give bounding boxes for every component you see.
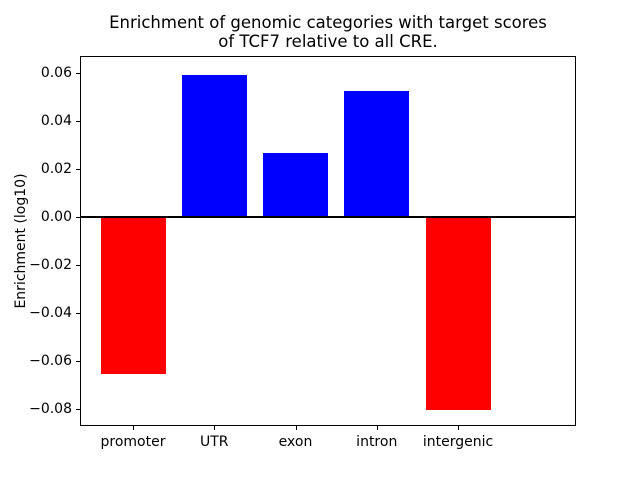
y-tick-mark	[76, 312, 80, 314]
y-tick-mark	[76, 73, 80, 75]
y-axis-label-text: Enrichment (log10)	[13, 173, 29, 309]
y-tick-label: −0.08	[29, 400, 72, 417]
x-tick-label-promoter: promoter	[100, 434, 166, 450]
bar-promoter	[100, 217, 166, 374]
x-tick-label-intergenic: intergenic	[422, 434, 494, 450]
y-tick-label: 0.04	[40, 113, 72, 130]
y-tick-mark	[76, 169, 80, 171]
y-tick-mark	[76, 217, 80, 218]
y-tick-label: −0.02	[29, 256, 72, 273]
chart-title-line1: Enrichment of genomic categories with ta…	[109, 13, 547, 32]
x-tick-label-exon: exon	[278, 434, 313, 450]
x-tick-mark	[133, 426, 134, 430]
x-tick-mark	[376, 426, 378, 430]
zero-line	[81, 216, 575, 218]
x-tick-mark	[214, 426, 216, 430]
y-tick-mark	[76, 408, 80, 410]
y-tick-label: 0.00	[40, 209, 72, 225]
y-tick-mark	[76, 264, 80, 266]
y-tick-mark	[76, 121, 80, 123]
bar-intron	[344, 91, 410, 217]
y-tick-label: −0.04	[29, 304, 72, 321]
bar-intergenic	[425, 217, 491, 411]
x-tick-mark	[295, 426, 297, 430]
chart-title: Enrichment of genomic categories with ta…	[81, 13, 575, 51]
y-tick-label: −0.06	[29, 352, 72, 369]
chart-title-line2: of TCF7 relative to all CRE.	[218, 32, 438, 51]
bar-exon	[263, 152, 328, 217]
bar-UTR	[181, 74, 247, 217]
plot-area	[80, 56, 576, 426]
x-tick-label-UTR: UTR	[199, 434, 229, 450]
x-tick-label-intron: intron	[356, 434, 398, 450]
y-tick-label: 0.06	[40, 65, 72, 82]
x-tick-mark	[458, 426, 459, 430]
y-tick-label: 0.02	[40, 161, 72, 178]
y-tick-mark	[76, 360, 80, 362]
